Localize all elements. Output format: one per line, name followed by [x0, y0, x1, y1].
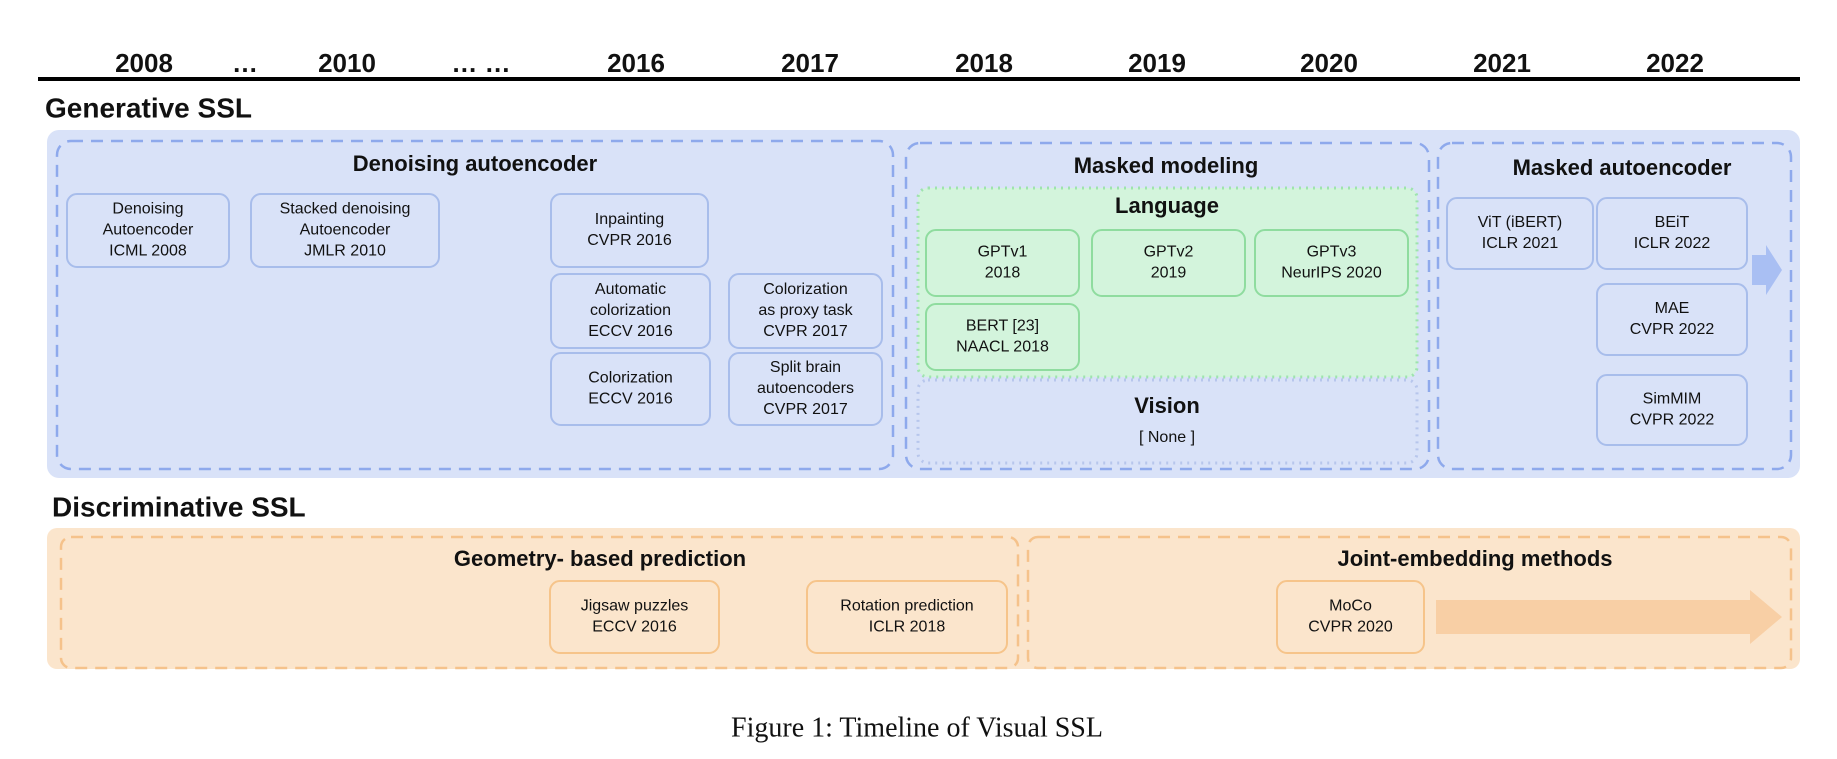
paper-box [250, 193, 440, 268]
paper-box-line: ICML 2008 [109, 243, 187, 260]
paper-box-line: Jigsaw puzzles [581, 598, 689, 615]
group-border [1026, 535, 1793, 670]
paper-box-line: MoCo [1329, 598, 1372, 615]
paper-box-line: CVPR 2020 [1308, 619, 1393, 636]
year-label: 2010 [318, 48, 376, 78]
paper-box-line: Rotation prediction [840, 598, 973, 615]
paper-box-line: ECCV 2016 [588, 323, 673, 340]
group-border [904, 141, 1431, 471]
paper-box-line: ICLR 2021 [1482, 235, 1559, 252]
paper-box-line: MAE [1655, 300, 1690, 317]
group-title: Denoising autoencoder [353, 151, 598, 176]
paper-box-line: BEiT [1655, 214, 1690, 231]
paper-box-line: ECCV 2016 [592, 619, 677, 636]
group-border [59, 535, 1020, 670]
paper-box [1276, 580, 1425, 654]
year-label: … … [451, 48, 510, 78]
paper-box [925, 303, 1080, 371]
paper-box-line: as proxy task [758, 302, 853, 319]
paper-box [728, 273, 883, 349]
paper-box-line: ViT (iBERT) [1478, 214, 1562, 231]
timeline-arrow [1752, 245, 1782, 295]
paper-box [728, 352, 883, 426]
paper-box [550, 193, 709, 268]
paper-box-line: CVPR 2022 [1630, 321, 1715, 338]
vision-note: [ None ] [1139, 429, 1195, 446]
paper-box [550, 352, 711, 426]
paper-box-line: NeurIPS 2020 [1281, 265, 1382, 282]
paper-box-line: ICLR 2018 [869, 619, 946, 636]
paper-box-line: autoencoders [757, 380, 854, 397]
paper-box-line: ECCV 2016 [588, 391, 673, 408]
paper-box-line: CVPR 2017 [763, 401, 848, 418]
paper-box [806, 580, 1008, 654]
paper-box-line: 2018 [985, 265, 1021, 282]
paper-box [66, 193, 230, 268]
paper-box [925, 229, 1080, 297]
year-label: 2018 [955, 48, 1013, 78]
paper-box-line: Colorization [763, 281, 847, 298]
paper-box-line: colorization [590, 302, 671, 319]
subgroup-title: Vision [1134, 393, 1200, 418]
paper-box-line: BERT [23] [966, 318, 1039, 335]
year-label: 2017 [781, 48, 839, 78]
paper-box-line: Denoising [112, 201, 183, 218]
year-label: 2020 [1300, 48, 1358, 78]
year-label: 2021 [1473, 48, 1531, 78]
paper-box-line: JMLR 2010 [304, 243, 386, 260]
paper-box-line: CVPR 2016 [587, 232, 672, 249]
group-title: Masked autoencoder [1513, 155, 1732, 180]
paper-box-line: GPTv2 [1144, 244, 1194, 261]
paper-box-line: SimMIM [1643, 391, 1702, 408]
paper-box [1596, 374, 1748, 446]
paper-box [1254, 229, 1409, 297]
group-border [55, 139, 895, 471]
year-label: 2016 [607, 48, 665, 78]
timeline-arrow [1436, 590, 1782, 644]
vision-region [916, 378, 1419, 465]
paper-box [1596, 283, 1748, 356]
paper-box-line: Automatic [595, 281, 666, 298]
paper-box-line: Autoencoder [103, 222, 194, 239]
group-title: Geometry- based prediction [454, 546, 746, 571]
year-label: … [232, 48, 258, 78]
paper-box-line: Autoencoder [300, 222, 391, 239]
year-label: 2008 [115, 48, 173, 78]
paper-box-line: GPTv3 [1307, 244, 1357, 261]
year-label: 2019 [1128, 48, 1186, 78]
paper-box-line: Inpainting [595, 211, 664, 228]
paper-box [1091, 229, 1246, 297]
year-label: 2022 [1646, 48, 1704, 78]
paper-box [1446, 197, 1594, 270]
paper-box [550, 273, 711, 349]
paper-box-line: ICLR 2022 [1634, 235, 1711, 252]
paper-box [1596, 197, 1748, 270]
figure-caption: Figure 1: Timeline of Visual SSL [731, 712, 1103, 743]
paper-box-line: Split brain [770, 359, 841, 376]
section-title: Discriminative SSL [52, 491, 306, 522]
paper-box-line: CVPR 2017 [763, 323, 848, 340]
paper-box-line: NAACL 2018 [956, 339, 1049, 356]
subgroup-title: Language [1115, 193, 1219, 218]
paper-box-line: 2019 [1151, 265, 1187, 282]
paper-box-line: CVPR 2022 [1630, 412, 1715, 429]
paper-box-line: Colorization [588, 370, 672, 387]
group-title: Joint-embedding methods [1338, 546, 1613, 571]
section-title: Generative SSL [45, 92, 252, 123]
paper-box-line: Stacked denoising [280, 201, 411, 218]
paper-box-line: GPTv1 [978, 244, 1028, 261]
group-border [1436, 141, 1793, 471]
group-title: Masked modeling [1074, 153, 1259, 178]
paper-box [549, 580, 720, 654]
